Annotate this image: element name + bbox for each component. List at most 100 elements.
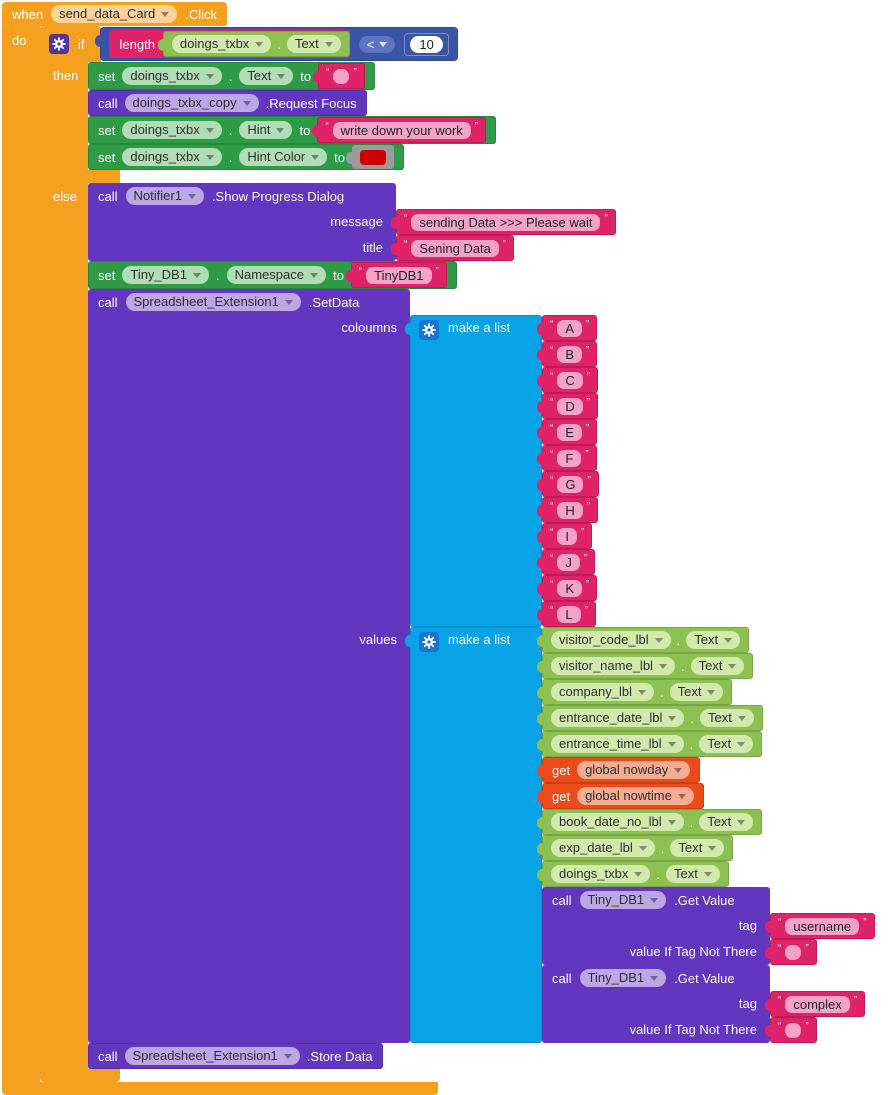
get-variable-block[interactable]: get global nowtime (537, 783, 704, 809)
getter-component-dropdown[interactable]: exp_date_lbl (551, 839, 655, 857)
property-getter-block[interactable]: visitor_code_lbl . Text (536, 627, 750, 653)
set-property-dropdown[interactable]: Hint Color (239, 148, 328, 166)
number-field[interactable]: 10 (410, 35, 443, 53)
set-component-dropdown[interactable]: Tiny_DB1 (122, 266, 209, 284)
property-getter-block[interactable]: doings_txbx . Text (157, 31, 350, 57)
string-field[interactable] (785, 944, 802, 960)
string-block[interactable]: “E” (536, 419, 598, 445)
store-data-block[interactable]: call Spreadsheet_Extension1 .Store Data (88, 1043, 383, 1069)
property-getter-block[interactable]: entrance_date_lbl . Text (537, 705, 763, 731)
string-field[interactable]: E (557, 423, 583, 441)
set-namespace-block[interactable]: set Tiny_DB1 . Namespace to (88, 261, 457, 289)
get-variable-block[interactable]: get global nowday (536, 757, 701, 783)
string-block[interactable]: “G” (537, 471, 599, 497)
call-component-dropdown[interactable]: Tiny_DB1 (579, 969, 667, 987)
property-getter-block[interactable]: book_date_no_lbl . Text (536, 809, 763, 835)
string-block[interactable]: “A” (536, 315, 598, 341)
property-getter-block[interactable]: visitor_name_lbl . Text (536, 653, 754, 679)
string-block[interactable]: “ Sening Data ” (390, 235, 515, 261)
getter-property-dropdown[interactable]: Text (666, 865, 720, 883)
if-then-else-block[interactable]: if length doings_txbx . (40, 26, 875, 1082)
set-hint-block[interactable]: set doings_txbx . Hint to (88, 116, 497, 144)
string-field[interactable]: H (557, 501, 583, 519)
string-block[interactable]: “ write down your work ” (312, 117, 487, 143)
string-field[interactable]: F (557, 449, 582, 467)
property-getter-block[interactable]: entrance_time_lbl . Text (536, 731, 763, 757)
empty-string-block[interactable]: “ ” (313, 63, 365, 89)
string-field[interactable]: B (557, 345, 583, 363)
string-field[interactable]: A (557, 319, 583, 337)
empty-string-block[interactable]: “ ” (765, 1017, 817, 1043)
set-property-dropdown[interactable]: Namespace (226, 266, 326, 284)
comparison-operator-dropdown[interactable]: < (358, 35, 396, 53)
string-block[interactable]: “J” (536, 549, 596, 575)
set-text-block[interactable]: set doings_txbx . Text to (88, 62, 375, 90)
getter-property-dropdown[interactable]: Text (699, 709, 754, 727)
get-value-block[interactable]: call Tiny_DB1 .Get Value tag (542, 965, 866, 1043)
string-field[interactable]: J (557, 553, 580, 571)
string-field[interactable] (785, 1022, 802, 1038)
set-property-dropdown[interactable]: Hint (239, 121, 293, 139)
request-focus-block[interactable]: call doings_txbx_copy .Request Focus (88, 90, 367, 116)
string-field[interactable] (333, 68, 350, 84)
getter-component-dropdown[interactable]: visitor_name_lbl (551, 657, 675, 675)
call-component-dropdown[interactable]: Notifier1 (125, 187, 204, 205)
string-field[interactable]: complex (785, 995, 850, 1013)
string-block[interactable]: “ TinyDB1 ” (345, 262, 447, 288)
string-field[interactable]: C (557, 371, 583, 389)
getter-property-dropdown[interactable]: Text (699, 735, 754, 753)
string-block[interactable]: “F” (537, 445, 597, 471)
number-block[interactable]: 10 (404, 32, 449, 56)
getter-component-dropdown[interactable]: doings_txbx (551, 865, 651, 883)
color-swatch[interactable] (360, 149, 386, 165)
string-block[interactable]: “L” (537, 601, 596, 627)
mutator-gear-icon[interactable] (419, 632, 439, 652)
getter-component-dropdown[interactable]: entrance_time_lbl (551, 735, 684, 753)
string-field[interactable]: username (785, 917, 860, 935)
call-component-dropdown[interactable]: Spreadsheet_Extension1 (125, 293, 301, 311)
string-field[interactable]: write down your work (332, 121, 471, 139)
property-getter-block[interactable]: exp_date_lbl . Text (536, 835, 734, 861)
getter-property-dropdown[interactable]: Text (690, 657, 745, 675)
color-block[interactable] (346, 145, 394, 169)
make-a-list-columns-block[interactable]: make a list “A” “B” “C” “D” “E” “F” (405, 315, 599, 627)
when-block-header[interactable]: when send_data_Card .Click (2, 2, 227, 26)
string-block[interactable]: “ sending Data >>> Please wait ” (391, 209, 616, 235)
call-component-dropdown[interactable]: Spreadsheet_Extension1 (124, 1047, 300, 1065)
getter-property-dropdown[interactable]: Text (699, 813, 754, 831)
getter-component-dropdown[interactable]: visitor_code_lbl (551, 631, 671, 649)
set-hint-color-block[interactable]: set doings_txbx . Hint Color to (88, 144, 404, 170)
string-block[interactable]: “I” (536, 523, 593, 549)
set-component-dropdown[interactable]: doings_txbx (122, 148, 222, 166)
mutator-gear-icon[interactable] (419, 320, 439, 340)
comparison-block[interactable]: length doings_txbx . Text (94, 27, 458, 61)
getter-property-dropdown[interactable]: Text (286, 35, 341, 53)
set-component-dropdown[interactable]: doings_txbx (122, 67, 222, 85)
string-field[interactable]: TinyDB1 (366, 266, 432, 284)
string-field[interactable]: L (557, 605, 581, 623)
string-block[interactable]: “H” (536, 497, 599, 523)
getter-property-dropdown[interactable]: Text (670, 839, 725, 857)
string-block[interactable]: “ username ” (765, 913, 875, 939)
string-field[interactable]: Sening Data (411, 239, 499, 257)
string-field[interactable]: K (557, 579, 583, 597)
string-field[interactable]: G (557, 475, 584, 493)
variable-dropdown[interactable]: global nowtime (577, 787, 694, 805)
string-block[interactable]: “ complex ” (764, 991, 866, 1017)
string-block[interactable]: “K” (536, 575, 598, 601)
make-a-list-values-block[interactable]: make a list visitor_code_lbl . Text (405, 627, 875, 1043)
getter-component-dropdown[interactable]: doings_txbx (171, 35, 272, 53)
string-field[interactable]: D (557, 397, 583, 415)
empty-string-block[interactable]: “ ” (765, 939, 817, 965)
getter-property-dropdown[interactable]: Text (686, 631, 741, 649)
string-block[interactable]: “B” (536, 341, 598, 367)
call-component-dropdown[interactable]: Tiny_DB1 (579, 891, 667, 909)
property-getter-block[interactable]: company_lbl . Text (536, 679, 733, 705)
set-component-dropdown[interactable]: doings_txbx (122, 121, 222, 139)
set-data-block[interactable]: call Spreadsheet_Extension1 .SetData col… (88, 289, 875, 1043)
event-component-dropdown[interactable]: send_data_Card (51, 5, 178, 23)
mutator-gear-icon[interactable] (49, 34, 69, 54)
length-block[interactable]: length doings_txbx . Text (108, 30, 350, 58)
